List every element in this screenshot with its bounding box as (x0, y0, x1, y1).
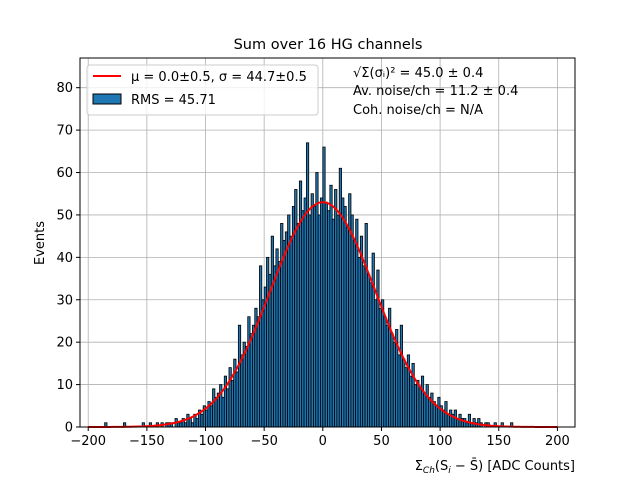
legend: μ = 0.0±0.5, σ = 44.7±0.5 RMS = 45.71 (86, 64, 319, 116)
x-tick-label: 150 (486, 434, 511, 449)
x-tick-label: 100 (428, 434, 453, 449)
x-tick-label: 200 (545, 434, 570, 449)
chart-title: Sum over 16 HG channels (234, 37, 423, 53)
x-axis-label: ΣCh(Si − S̄) [ADC Counts] (415, 459, 575, 476)
gaussian-fit-line (88, 201, 558, 428)
legend-rms-swatch (92, 93, 122, 105)
x-tick-label: −100 (188, 434, 224, 449)
y-tick-label: 80 (56, 81, 73, 96)
y-tick-label: 50 (56, 208, 73, 223)
annotations: √Σ(σᵢ)² = 45.0 ± 0.4 Av. noise/ch = 11.2… (353, 66, 518, 118)
legend-box (86, 64, 319, 116)
y-tick-label: 30 (56, 293, 73, 308)
y-tick-label: 40 (56, 251, 73, 266)
legend-rms-label: RMS = 45.71 (131, 93, 216, 108)
y-axis-label: Events (33, 221, 48, 265)
x-tick-label: −150 (129, 434, 165, 449)
y-ticks: 0 10 20 30 40 50 60 70 80 (56, 81, 80, 436)
x-tick-label: 50 (373, 434, 390, 449)
y-tick-label: 0 (65, 421, 73, 436)
x-tick-label: −200 (70, 434, 106, 449)
x-tick-label: 0 (319, 434, 327, 449)
y-tick-label: 10 (56, 378, 73, 393)
y-tick-label: 60 (56, 166, 73, 181)
annotation-avg-noise: Av. noise/ch = 11.2 ± 0.4 (353, 84, 518, 99)
axes-frame (79, 57, 576, 428)
legend-fit-label: μ = 0.0±0.5, σ = 44.7±0.5 (131, 70, 307, 85)
y-tick-label: 70 (56, 124, 73, 139)
annotation-quadrature-sum: √Σ(σᵢ)² = 45.0 ± 0.4 (353, 66, 483, 81)
x-ticks: −200 −150 −100 −50 0 50 100 150 200 (70, 427, 570, 449)
annotation-coherent-noise: Coh. noise/ch = N/A (353, 103, 483, 118)
y-tick-label: 20 (56, 336, 73, 351)
x-tick-label: −50 (250, 434, 277, 449)
